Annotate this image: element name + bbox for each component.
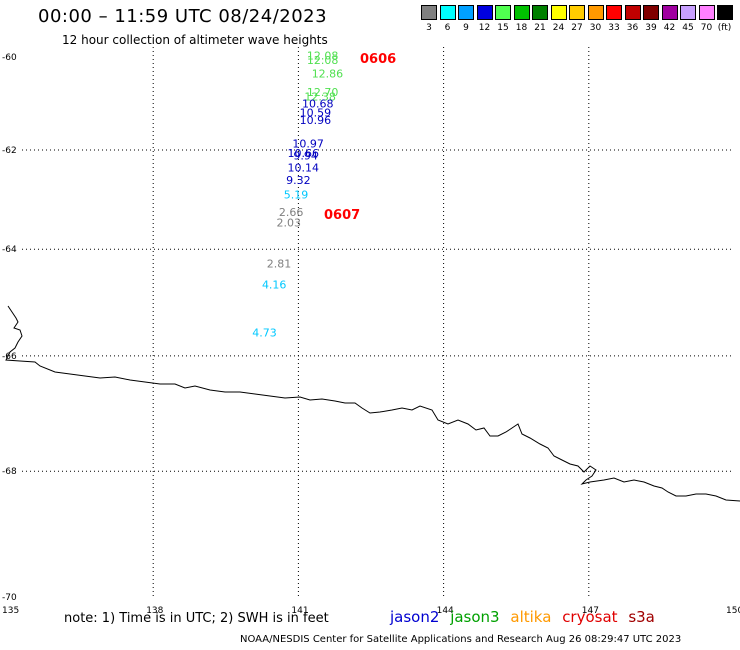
legend-label: 39 <box>645 23 657 33</box>
lat-tick-label: -62 <box>2 146 17 156</box>
legend-label: 33 <box>608 23 620 33</box>
legend-label: 6 <box>444 23 451 33</box>
wave-height-reading: 12.70 <box>307 86 339 99</box>
page-subtitle: 12 hour collection of altimeter wave hei… <box>62 33 328 47</box>
legend-label: 45 <box>682 23 694 33</box>
satellite-jason2: jason2 <box>390 608 440 626</box>
legend-swatch <box>606 5 622 20</box>
legend-swatch <box>587 5 604 20</box>
legend-swatch <box>569 5 585 20</box>
wave-height-reading: 12.08 <box>307 54 339 67</box>
satellite-s3a: s3a <box>628 608 655 626</box>
lon-tick-label: 138 <box>146 606 163 616</box>
legend-swatch <box>495 5 511 20</box>
wave-height-reading: 10.66 <box>287 147 319 160</box>
wave-height-reading: 10.14 <box>287 162 319 175</box>
wave-height-reading: 4.73 <box>252 327 277 340</box>
wave-height-reading: 10.97 <box>292 138 324 151</box>
legend-swatch <box>513 5 530 20</box>
wave-height-reading: 10.96 <box>300 114 332 127</box>
lon-tick-label: 144 <box>437 606 454 616</box>
lon-tick-label: 147 <box>582 606 599 616</box>
wave-height-reading: 2.66 <box>279 206 304 219</box>
legend-label: 27 <box>571 23 583 33</box>
legend-swatch <box>661 5 678 20</box>
lon-tick-label: 150 <box>726 606 740 616</box>
longitude-labels: 135 138 141 144 147 150 <box>2 606 740 616</box>
wave-height-reading: 9.32 <box>286 174 311 187</box>
coastline <box>5 305 740 502</box>
wave-height-reading: 12.38 <box>304 90 336 103</box>
lon-tick-label: 135 <box>2 606 19 616</box>
map-gridlines <box>22 47 734 597</box>
legend-swatch <box>532 5 548 20</box>
satellite-legend: jason2 jason3 altika cryosat s3a <box>390 608 661 626</box>
lat-tick-label: -64 <box>2 245 17 255</box>
legend-swatch <box>698 5 715 20</box>
lon-tick-label: 141 <box>291 606 308 616</box>
legend-label: 3 <box>426 23 432 33</box>
footer-note: note: 1) Time is in UTC; 2) SWH is in fe… <box>64 611 329 626</box>
legend-label: 30 <box>589 23 602 33</box>
wave-height-reading: 12.08 <box>307 49 339 62</box>
legend-swatch <box>421 5 437 20</box>
legend-label: 36 <box>626 23 639 33</box>
wave-height-reading: 10.59 <box>300 107 332 120</box>
lat-tick-label: -68 <box>2 467 17 477</box>
wave-height-reading: 5.19 <box>284 189 309 202</box>
legend-label: 42 <box>663 23 676 33</box>
track-label-0607: 0607 <box>324 208 360 223</box>
wave-height-reading: 2.81 <box>267 257 292 270</box>
wave-height-reading: 12.86 <box>312 67 344 80</box>
legend-label: 18 <box>515 23 528 33</box>
lat-tick-label: -66 <box>2 352 17 362</box>
wave-height-readings: 12.0812.0812.8612.7012.3810.6810.5910.96… <box>252 49 343 339</box>
page-title: 00:00 – 11:59 UTC 08/24/2023 <box>38 6 328 27</box>
satellite-jason3: jason3 <box>450 608 500 626</box>
legend-swatch <box>458 5 474 20</box>
legend-swatch <box>717 5 733 20</box>
legend-swatch <box>643 5 659 20</box>
wave-height-reading: 2.03 <box>276 216 301 229</box>
satellite-altika: altika <box>510 608 552 626</box>
legend-swatch <box>550 5 567 20</box>
wave-height-reading: 4.16 <box>262 278 287 291</box>
legend-swatch <box>439 5 456 20</box>
wave-height-reading: 9.94 <box>293 150 318 163</box>
legend-swatch <box>680 5 696 20</box>
legend-swatch <box>476 5 493 20</box>
legend-label: 12 <box>478 23 491 33</box>
legend-label: 15 <box>497 23 509 33</box>
track-label-0606: 0606 <box>360 52 396 67</box>
wave-height-reading: 10.68 <box>302 97 334 110</box>
footer-credit: NOAA/NESDIS Center for Satellite Applica… <box>240 634 682 645</box>
latitude-labels: -60 -62 -64 -66 -68 -70 <box>2 53 17 603</box>
lat-tick-label: -70 <box>2 593 17 603</box>
legend-label: 21 <box>534 23 546 33</box>
legend-label: 70 <box>700 23 713 33</box>
lat-tick-label: -60 <box>2 53 17 63</box>
satellite-cryosat: cryosat <box>562 608 618 626</box>
legend-unit: (ft) <box>717 23 732 33</box>
legend-label: 9 <box>463 23 469 33</box>
legend-swatch <box>624 5 641 20</box>
legend-label: 24 <box>552 23 565 33</box>
